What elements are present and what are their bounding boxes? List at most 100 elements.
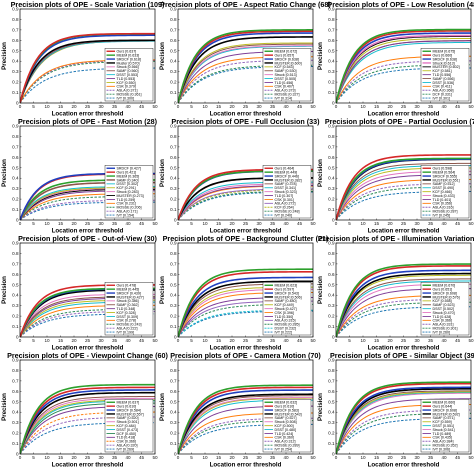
y-axis-label: Precision [159, 159, 166, 187]
y-tick-label: 0.5 [170, 399, 177, 404]
x-axis-label: Location error threshold [368, 228, 440, 235]
legend-entry: ASLA [0.312] [275, 440, 296, 444]
legend-entry: Struck [0.433] [433, 194, 455, 198]
x-tick-label: 45 [455, 104, 461, 109]
legend-entry: CSK [0.379] [117, 85, 136, 89]
x-tick-label: 25 [243, 221, 249, 226]
legend-entry: DCF [0.450] [117, 432, 136, 436]
x-tick-label: 10 [202, 338, 208, 343]
legend-entry: IVT [0.222] [275, 330, 293, 334]
plot-frame [19, 359, 156, 455]
legend-entry: Struck [0.323] [275, 190, 297, 194]
x-axis-label: Location error threshold [368, 462, 440, 468]
y-tick-label: 0.6 [328, 389, 335, 394]
y-tick-label: 0.8 [12, 17, 19, 22]
y-tick-label: 0.2 [328, 314, 335, 319]
x-tick-label: 20 [71, 338, 77, 343]
legend-entry: Ours [0.598] [433, 167, 453, 171]
legend-entry: MUSTER [0.382] [275, 178, 302, 182]
y-tick-label: 0 [332, 101, 335, 106]
series-line [336, 30, 471, 103]
chart-panel: Precision plots of OPE - Aspect Ratio Ch… [159, 0, 331, 118]
y-tick-label: 0.6 [12, 38, 19, 43]
legend-entry: SAMF [0.527] [275, 416, 297, 420]
series-line [336, 41, 471, 103]
y-tick-label: 0.2 [12, 431, 19, 436]
y-axis-label: Precision [159, 42, 166, 70]
series-line [336, 28, 471, 103]
y-tick-label: 0.2 [170, 197, 177, 202]
legend-entry: MOSSE [0.285] [275, 323, 300, 327]
x-tick-label: 40 [283, 221, 289, 226]
legend-entry: Ours [0.464] [275, 167, 295, 171]
y-tick-label: 0.7 [328, 261, 335, 266]
plot-frame [19, 242, 156, 338]
legend-entry: TLD [0.456] [275, 81, 294, 85]
x-tick-label: 30 [414, 104, 420, 109]
x-tick-label: 5 [348, 455, 351, 460]
legend-entry: Ours [0.421] [117, 170, 137, 174]
x-tick-label: 50 [468, 104, 474, 109]
y-tick-label: 0.5 [170, 282, 177, 287]
plot-frame [177, 125, 314, 221]
x-tick-label: 10 [202, 221, 208, 226]
legend-entry: ASLA [0.272] [275, 202, 296, 206]
legend-entry: SRDCF [0.555] [433, 174, 457, 178]
legend: MEEM [0.632]Ours [0.610]SRDCF [0.583]MUS… [262, 399, 312, 453]
legend-entry: KCF [0.264] [275, 206, 294, 210]
x-tick-label: 35 [428, 221, 434, 226]
legend-entry: MEEM [0.449] [275, 170, 298, 174]
legend-entry: MEEM [0.564] [433, 170, 456, 174]
legend-entry: MUSTER [0.576] [433, 295, 460, 299]
series-line [178, 270, 313, 337]
x-tick-label: 35 [428, 338, 434, 343]
x-tick-label: 50 [468, 455, 474, 460]
x-tick-label: 15 [374, 338, 380, 343]
y-tick-label: 0.6 [170, 38, 177, 43]
series-line [336, 382, 471, 454]
y-tick-label: 0.9 [12, 241, 19, 246]
y-tick-label: 0.1 [170, 90, 177, 95]
legend-entry: KCF [0.550] [117, 81, 136, 85]
x-tick-label: 10 [202, 104, 208, 109]
x-tick-label: 15 [374, 104, 380, 109]
y-tick-label: 0.3 [170, 303, 177, 308]
legend-entry: DSST [0.232] [275, 326, 297, 330]
series-line [336, 274, 471, 337]
legend-entry: SAMF [0.512] [433, 182, 455, 186]
y-tick-label: 0.7 [12, 144, 19, 149]
x-tick-label: 15 [216, 455, 222, 460]
legend-entry: DSST [0.505] [275, 77, 297, 81]
x-tick-label: 10 [360, 338, 366, 343]
y-tick-label: 0 [332, 452, 335, 457]
y-tick-label: 0.1 [12, 207, 19, 212]
legend-entry: KCF [0.328] [117, 311, 136, 315]
legend-entry: SAMF [0.520] [117, 416, 139, 420]
x-tick-label: 5 [348, 104, 351, 109]
legend-entry: ASLA [0.171] [117, 209, 138, 213]
series-line [336, 280, 471, 337]
series-line [178, 42, 313, 103]
series-line [336, 162, 471, 220]
x-tick-label: 40 [283, 455, 289, 460]
legend-entry: MEEM [0.632] [275, 401, 298, 405]
y-tick-label: 0.8 [12, 368, 19, 373]
x-tick-label: 0 [177, 104, 180, 109]
chart-title: Precision plots of OPE - Illumination Va… [318, 234, 474, 243]
y-tick-label: 0.5 [170, 165, 177, 170]
x-tick-label: 20 [71, 221, 77, 226]
x-tick-label: 50 [152, 338, 158, 343]
legend-entry: MEEM [0.365] [117, 174, 140, 178]
legend-entry: SRDCF [0.439] [117, 291, 141, 295]
x-tick-label: 35 [270, 455, 276, 460]
legend-entry: SAMF [0.480] [275, 299, 297, 303]
series-line [336, 392, 471, 454]
x-tick-label: 35 [428, 455, 434, 460]
x-tick-label: 5 [190, 455, 193, 460]
series-line [336, 398, 471, 454]
x-tick-label: 25 [401, 104, 407, 109]
legend-entry: MUSTER [0.506] [275, 295, 302, 299]
y-tick-label: 0.8 [12, 134, 19, 139]
legend-entry: KCF [0.558] [433, 299, 452, 303]
x-tick-label: 5 [190, 338, 193, 343]
